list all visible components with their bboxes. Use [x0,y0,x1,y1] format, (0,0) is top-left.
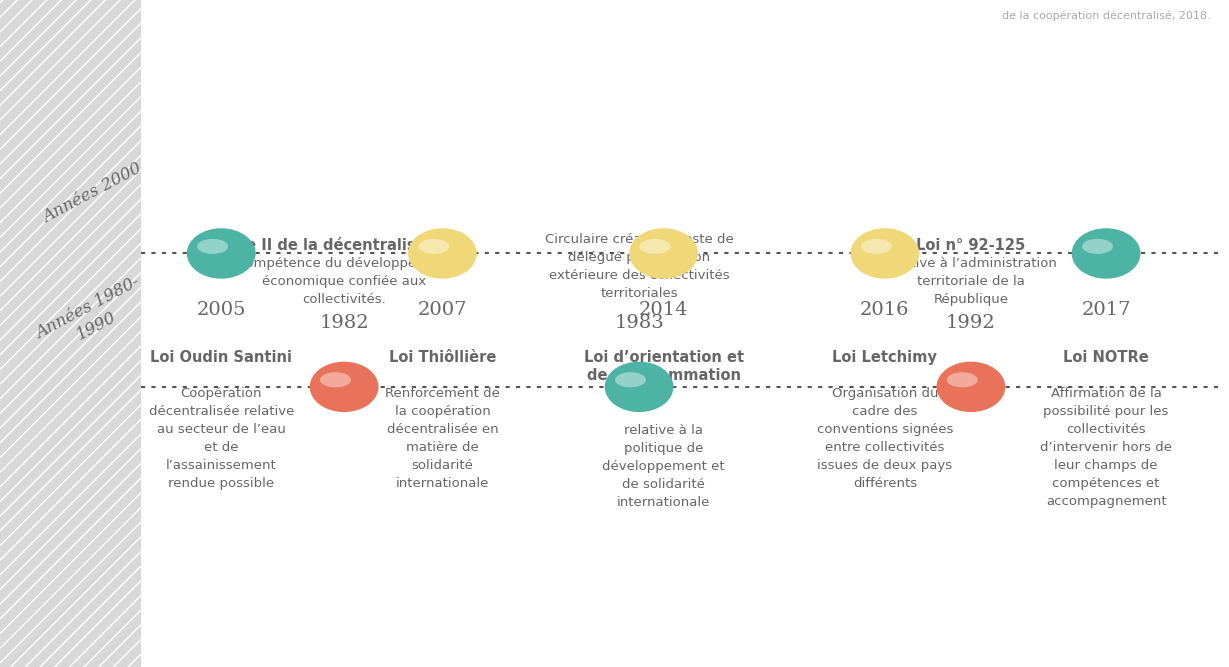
Text: Organisation du
cadre des
conventions signées
entre collectivités
issues de deux: Organisation du cadre des conventions si… [817,387,952,490]
Text: 2016: 2016 [860,301,909,319]
Text: 2014: 2014 [639,301,688,319]
Text: relative à la
politique de
développement et
de solidarité
internationale: relative à la politique de développement… [602,424,725,508]
Text: Années 1980-
1990: Années 1980- 1990 [33,274,151,360]
Text: 2017: 2017 [1082,301,1131,319]
Text: Circulaire créant le poste de
délégué pour l’action
extérieure des collectivités: Circulaire créant le poste de délégué po… [544,233,734,300]
Text: Coopération
décentralisée relative
au secteur de l’eau
et de
l’assainissement
re: Coopération décentralisée relative au se… [149,387,294,490]
Text: compétence du développement
économique confiée aux
collectivités.: compétence du développement économique c… [237,257,451,305]
Text: 1983: 1983 [614,315,664,332]
Text: 2007: 2007 [418,301,467,319]
Text: Loi d’orientation et
de programmation: Loi d’orientation et de programmation [584,350,744,383]
Ellipse shape [197,239,229,254]
Ellipse shape [1082,239,1113,254]
Ellipse shape [850,228,919,279]
Ellipse shape [1072,228,1141,279]
Ellipse shape [310,362,379,412]
Text: de la coopération décentralisé, 2018.: de la coopération décentralisé, 2018. [1002,10,1211,21]
Text: 1992: 1992 [946,315,995,332]
Text: relative à l’administration
territoriale de la
République: relative à l’administration territoriale… [885,257,1057,305]
Ellipse shape [418,239,450,254]
Ellipse shape [936,362,1005,412]
Text: Loi n° 92-125: Loi n° 92-125 [917,239,1025,253]
Ellipse shape [408,228,477,279]
Text: 2005: 2005 [197,301,246,319]
Ellipse shape [320,372,351,388]
Text: Renforcement de
la coopération
décentralisée en
matière de
solidarité
internatio: Renforcement de la coopération décentral… [385,387,500,490]
Ellipse shape [605,362,673,412]
Text: Loi Thiôllière: Loi Thiôllière [388,350,497,365]
Ellipse shape [639,239,671,254]
Text: Loi NOTRe: Loi NOTRe [1063,350,1149,365]
Ellipse shape [946,372,978,388]
Text: Années 2000: Années 2000 [39,160,145,227]
Text: Acte II de la décentralisation :: Acte II de la décentralisation : [219,239,469,253]
Ellipse shape [629,228,698,279]
Text: Loi Letchimy: Loi Letchimy [832,350,938,365]
Ellipse shape [187,228,256,279]
Text: Affirmation de la
possibilité pour les
collectivités
d’intervenir hors de
leur c: Affirmation de la possibilité pour les c… [1040,387,1172,508]
Text: 1982: 1982 [320,315,369,332]
Ellipse shape [860,239,892,254]
Text: Loi Oudin Santini: Loi Oudin Santini [150,350,293,365]
Ellipse shape [614,372,646,388]
Bar [0,0,141,667]
